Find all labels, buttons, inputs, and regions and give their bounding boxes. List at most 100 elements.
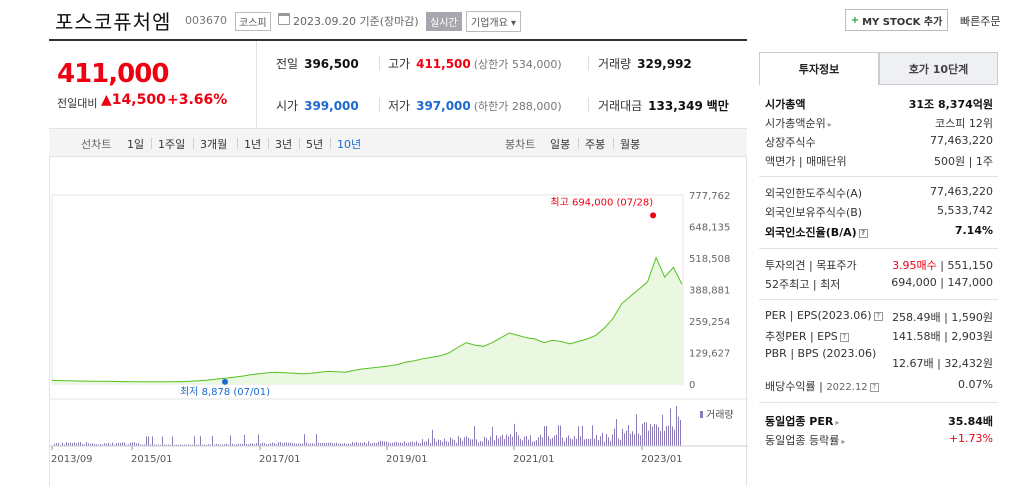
w52-high-value: 694,000 [891, 276, 937, 289]
volume-bar [584, 439, 585, 446]
volume-bar [450, 437, 451, 446]
volume-bar [632, 431, 633, 446]
stat-value: 411,500 [416, 57, 471, 71]
target-label: 목표주가 [816, 259, 857, 272]
volume-bar [194, 436, 195, 446]
period-1y[interactable]: 1년 [244, 138, 262, 151]
div-label: 배당수익률 [765, 380, 816, 393]
volume-bar [82, 444, 83, 446]
row-sector-chg: 동일업종 등락률 ▸ +1.73% [765, 432, 993, 448]
volume-bar [560, 425, 561, 446]
help-icon[interactable]: ? [858, 228, 868, 238]
volume-bar [424, 441, 425, 446]
help-icon[interactable]: ? [839, 332, 849, 342]
divider [151, 138, 152, 149]
row-label[interactable]: 동일업종 PER ▸ [765, 413, 839, 429]
y-tick-label: 518,508 [689, 254, 730, 265]
volume-bar [568, 435, 569, 446]
volume-bar [168, 444, 169, 446]
volume-bar [620, 439, 621, 446]
volume-bar [354, 442, 355, 446]
divider [588, 56, 589, 70]
add-my-stock-button[interactable]: + MY STOCK 추가 [845, 9, 948, 31]
row-label[interactable]: 동일업종 등락률 ▸ [765, 432, 845, 448]
company-overview-dropdown[interactable]: 기업개요 ▾ [466, 11, 522, 32]
volume-bar [536, 440, 537, 446]
volume-bar [436, 441, 437, 446]
candle-weekly[interactable]: 주봉 [585, 138, 606, 151]
volume-bar [126, 444, 127, 446]
volume-bar [378, 441, 379, 446]
price-change-pct: +3.66% [167, 92, 228, 108]
per-value: 258.49배 [892, 311, 941, 324]
volume-bar [58, 442, 59, 446]
period-5y[interactable]: 5년 [306, 138, 324, 151]
volume-bar [154, 444, 155, 446]
eps-label: EPS(2023.06) [796, 309, 872, 322]
row-dividend: 배당수익률 | 2022.12? 0.07% [765, 378, 993, 394]
row-label[interactable]: 시가총액순위 ▸ [765, 115, 832, 131]
row-est-per: 추정PER | EPS? 141.58배 | 2,903원 [765, 328, 993, 344]
volume-legend-swatch [700, 411, 703, 418]
stock-header: 포스코퓨처엠 003670 코스피 2023.09.20 기준(장마감) 실시간… [0, 0, 1014, 40]
volume-bar [280, 442, 281, 446]
volume-bar [292, 443, 293, 446]
x-tick-label: 2023/01 [641, 454, 683, 465]
row-foreign-hold: 외국인보유주식수(B) 5,533,742 [765, 204, 993, 220]
price-chart[interactable]: 777,762 648,135 518,508 388,881 259,254 129,6… [49, 157, 748, 486]
volume-bar [178, 444, 179, 446]
volume-bar [186, 444, 187, 446]
row-label: PER | EPS(2023.06)? [765, 309, 883, 322]
volume-bar [66, 442, 67, 446]
candle-daily[interactable]: 일봉 [550, 138, 571, 151]
volume-bar [104, 443, 105, 446]
volume-bar [70, 442, 71, 446]
y-tick-label: 129,627 [689, 349, 730, 360]
volume-bar [242, 443, 243, 446]
volume-bar [446, 441, 447, 446]
volume-bar [146, 436, 147, 446]
opinion-value: 3.95매수 [892, 259, 937, 272]
period-1w[interactable]: 1주일 [158, 138, 186, 151]
volume-bar [380, 440, 381, 446]
divider [193, 138, 194, 149]
volume-bar [604, 441, 605, 446]
volume-bar [270, 443, 271, 446]
volume-bar [452, 439, 453, 446]
help-icon[interactable]: ? [873, 311, 883, 321]
volume-bar [472, 439, 473, 446]
volume-bar [296, 443, 297, 446]
period-3y[interactable]: 3년 [275, 138, 293, 151]
tab-orderbook-10[interactable]: 호가 10단계 [879, 52, 998, 85]
period-1d[interactable]: 1일 [127, 138, 145, 151]
stat-label: 저가 [388, 99, 411, 113]
volume-bar [668, 425, 669, 446]
volume-bar [346, 444, 347, 446]
volume-bar [396, 441, 397, 446]
volume-bar [78, 442, 79, 446]
realtime-badge[interactable]: 실시간 [426, 12, 462, 31]
row-label: 추정PER | EPS? [765, 328, 849, 344]
row-value: 31조 8,374억원 [908, 98, 993, 111]
quick-order-link[interactable]: 빠른주문 [960, 15, 1001, 28]
volume-bar [594, 438, 595, 446]
volume-bar [54, 443, 55, 446]
volume-bar [666, 426, 667, 446]
volume-bar [648, 430, 649, 446]
tab-invest-info[interactable]: 투자정보 [759, 52, 879, 85]
target-value: 551,150 [947, 259, 994, 272]
volume-bar [314, 444, 315, 446]
volume-bar [160, 444, 161, 446]
volume-bar [672, 426, 673, 446]
row-label: 외국인한도주식수(A) [765, 187, 863, 200]
volume-bar [246, 444, 247, 446]
volume-bar [484, 436, 485, 446]
period-10y[interactable]: 10년 [337, 138, 362, 151]
candle-monthly[interactable]: 월봉 [620, 138, 641, 151]
volume-bar [406, 443, 407, 446]
volume-bar [202, 444, 203, 446]
period-3m[interactable]: 3개월 [200, 138, 228, 151]
y-tick-label: 259,254 [689, 317, 730, 328]
help-icon[interactable]: ? [869, 382, 879, 392]
volume-bar [134, 442, 135, 446]
